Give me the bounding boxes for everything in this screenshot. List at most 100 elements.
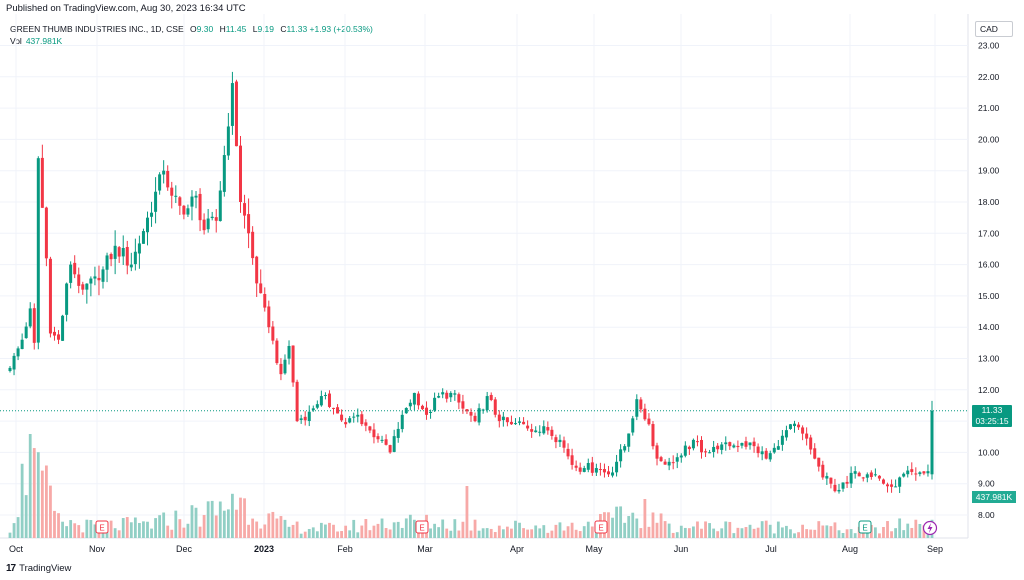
volume-bar (772, 533, 776, 538)
candle-body (582, 468, 586, 472)
currency-button[interactable]: CAD (975, 21, 1013, 37)
candle-body (566, 448, 570, 457)
candle-body (598, 469, 602, 471)
candle-body (687, 446, 691, 450)
volume-bar (914, 519, 918, 538)
candle-body (849, 472, 853, 484)
candle-body (461, 401, 465, 409)
candle-body (704, 451, 708, 453)
candle-body (145, 217, 149, 233)
candle-body (744, 441, 748, 447)
candle-body (182, 205, 186, 215)
candle-body (683, 445, 687, 456)
candle-body (154, 191, 158, 212)
volume-bar (651, 512, 655, 538)
volume-bar (336, 531, 339, 538)
candle-body (845, 481, 849, 484)
candle-body (712, 446, 716, 452)
candle-body (327, 393, 331, 407)
candle-body (760, 451, 764, 455)
candle-body (902, 473, 906, 477)
y-tick-label: 20.00 (978, 134, 1000, 144)
volume-bar (392, 522, 396, 538)
volume-bar (473, 519, 477, 538)
volume-bar (736, 527, 740, 538)
volume-bar (873, 527, 877, 538)
volume-bar (675, 532, 679, 538)
candle-body (623, 446, 627, 451)
volume-bar (615, 506, 618, 538)
candle-body (489, 394, 493, 400)
candle-body (805, 433, 809, 439)
volume-bar (32, 448, 36, 538)
candle-body (190, 196, 194, 207)
volume-bar (174, 510, 178, 538)
candle-body (930, 410, 934, 475)
volume-bar (534, 525, 538, 538)
candle-body (400, 414, 404, 430)
candle-body (606, 471, 610, 475)
candle-body (752, 441, 756, 447)
lightning-marker-icon (922, 520, 938, 536)
volume-bar (178, 519, 182, 538)
candle-body (861, 477, 865, 479)
svg-text:E: E (419, 524, 424, 533)
candle-body (841, 482, 845, 489)
candle-body (287, 345, 291, 359)
volume-bar (89, 520, 93, 538)
candle-body (881, 479, 885, 484)
volume-bar (627, 516, 631, 538)
candle-body (825, 476, 829, 479)
volume-bar (340, 531, 343, 538)
candle-body (267, 306, 271, 328)
volume-bar (328, 522, 331, 538)
volume-bar (789, 529, 792, 538)
candle-body (202, 219, 206, 231)
volume-bar (485, 528, 489, 538)
volume-bar (364, 519, 368, 538)
volume-bar (461, 521, 465, 538)
volume-bar (566, 526, 570, 538)
earnings-marker-icon: E (415, 520, 429, 534)
candle-body (619, 449, 623, 462)
candle-body (186, 208, 190, 215)
volume-bar (20, 463, 24, 538)
candle-body (311, 408, 315, 411)
candle-body (574, 465, 578, 468)
candle-body (797, 424, 801, 428)
candle-body (837, 489, 841, 492)
volume-bar (481, 528, 485, 538)
volume-bar (922, 525, 926, 538)
candle-body (158, 174, 162, 191)
candle-body (441, 392, 445, 395)
candle-body (914, 473, 918, 475)
volume-bar (886, 521, 889, 538)
candle-body (558, 439, 562, 443)
volume-price-tag: 437.981K (972, 491, 1016, 503)
x-tick-label: Jun (674, 544, 689, 554)
volume-bar (138, 522, 141, 538)
candle-body (137, 243, 141, 254)
candle-body (922, 471, 926, 474)
candle-body (534, 430, 538, 433)
candle-body (647, 418, 651, 425)
candle-body (898, 477, 902, 487)
volume-bar (368, 530, 372, 538)
published-caption: Published on TradingView.com, Aug 30, 20… (6, 3, 246, 14)
volume-bar (845, 529, 849, 538)
volume-bar (514, 520, 517, 538)
volume-bar (117, 530, 121, 538)
candle-body (602, 469, 606, 473)
volume-bar (708, 523, 711, 538)
candle-body (239, 145, 242, 202)
svg-text:E: E (862, 524, 867, 533)
volume-bar (222, 510, 226, 538)
y-tick-label: 21.00 (978, 103, 1000, 113)
volume-bar (384, 528, 388, 538)
volume-bar (376, 523, 380, 538)
candle-body (505, 417, 509, 423)
candle-body (251, 231, 255, 259)
volume-bar (231, 493, 234, 538)
candle-body (222, 155, 226, 192)
